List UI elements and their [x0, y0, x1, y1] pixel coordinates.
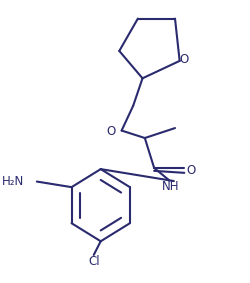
Text: Cl: Cl — [88, 255, 100, 268]
Text: H₂N: H₂N — [2, 175, 24, 188]
Text: O: O — [187, 164, 196, 177]
Text: O: O — [180, 53, 189, 66]
Text: NH: NH — [162, 180, 179, 193]
Text: O: O — [106, 125, 116, 138]
